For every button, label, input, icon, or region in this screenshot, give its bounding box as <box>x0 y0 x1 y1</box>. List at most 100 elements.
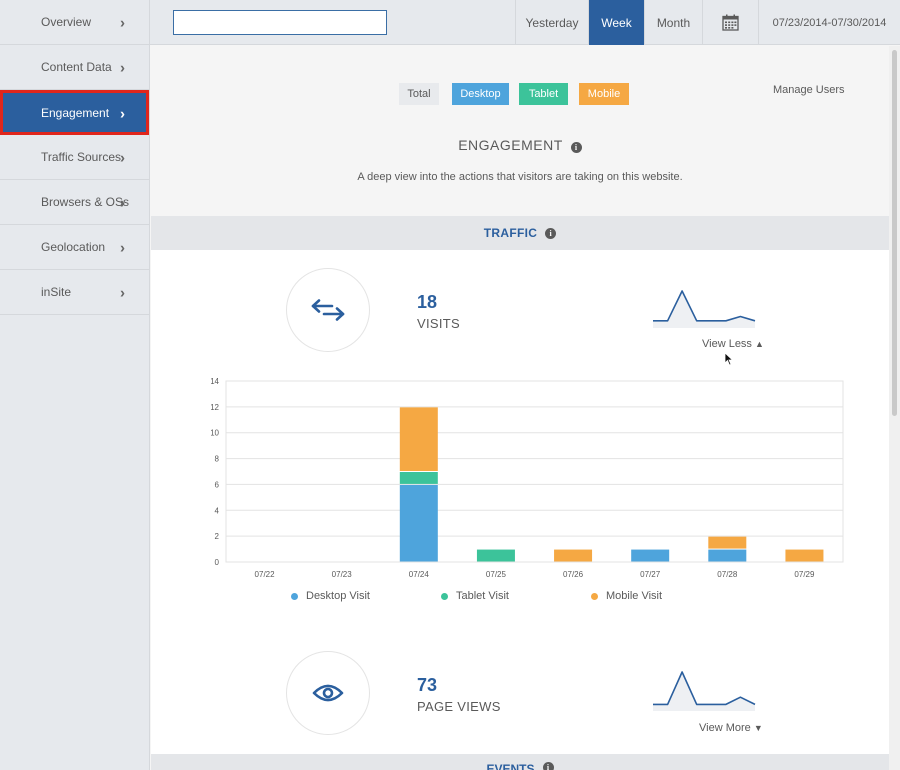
chevron-right-icon: › <box>120 284 125 302</box>
bar-segment-desktop-visit[interactable] <box>631 549 670 562</box>
filter-mobile[interactable]: Mobile <box>579 83 629 105</box>
chevron-down-icon: ▼ <box>753 723 763 733</box>
y-tick-label: 2 <box>215 532 220 541</box>
filter-tablet[interactable]: Tablet <box>519 83 568 105</box>
bar-segment-desktop-visit[interactable] <box>708 549 747 562</box>
sidebar-item-label: Geolocation <box>41 240 106 254</box>
view-less-label: View Less <box>702 338 752 350</box>
sidebar: Overview › Content Data › Engagement › Traf… <box>0 0 150 770</box>
events-title: EVENTS <box>486 762 535 770</box>
sidebar-item-label: inSite <box>41 285 72 299</box>
manage-users-link[interactable]: Manage Users <box>773 84 845 96</box>
bar-segment-tablet-visit[interactable] <box>399 472 438 484</box>
tab-week[interactable]: Week <box>588 0 644 45</box>
pageviews-label: PAGE VIEWS <box>417 699 501 714</box>
view-less-button[interactable]: View Less ▲ <box>702 338 764 350</box>
bar-segment-mobile-visit[interactable] <box>785 549 824 562</box>
sidebar-item-label: Overview <box>41 15 92 29</box>
legend-label: Tablet Visit <box>456 590 509 602</box>
sparkline-line <box>653 290 756 322</box>
bar-segment-tablet-visit[interactable] <box>476 549 515 562</box>
view-more-button[interactable]: View More ▼ <box>699 722 763 734</box>
view-more-label: View More <box>699 722 751 734</box>
sparkline-area <box>653 291 755 328</box>
section-title: ENGAGEMENT i <box>151 137 889 153</box>
visits-label: VISITS <box>417 316 460 331</box>
visits-value: 18 <box>417 292 438 312</box>
visits-sparkline <box>653 290 756 328</box>
sidebar-item-overview[interactable]: Overview › <box>0 0 149 45</box>
sidebar-item-label: Browsers & OSs <box>41 195 130 209</box>
x-tick-label: 07/25 <box>486 570 507 579</box>
calendar-button[interactable] <box>702 0 758 45</box>
filter-total[interactable]: Total <box>399 83 439 105</box>
bar-segment-mobile-visit[interactable] <box>708 536 747 549</box>
x-tick-label: 07/29 <box>794 570 815 579</box>
search-input[interactable] <box>173 10 387 35</box>
events-header: EVENTS i <box>151 754 889 770</box>
legend-tablet: Tablet Visit <box>441 590 509 602</box>
sidebar-item-label: Traffic Sources <box>41 150 122 164</box>
x-tick-label: 07/23 <box>332 570 353 579</box>
y-tick-label: 14 <box>211 377 220 386</box>
sidebar-item-traffic-sources[interactable]: Traffic Sources › <box>0 135 149 180</box>
x-tick-label: 07/26 <box>563 570 584 579</box>
y-tick-label: 0 <box>215 558 220 567</box>
arrows-left-right-icon <box>311 299 345 321</box>
scrollbar-thumb[interactable] <box>892 50 897 416</box>
info-icon[interactable]: i <box>545 227 557 239</box>
legend-label: Desktop Visit <box>306 590 370 602</box>
sidebar-item-browsers-oss[interactable]: Browsers & OSs › <box>0 180 149 225</box>
sidebar-item-engagement[interactable]: Engagement › <box>0 90 149 135</box>
chevron-right-icon: › <box>120 14 125 32</box>
x-tick-label: 07/22 <box>255 570 276 579</box>
sparkline-line <box>653 671 756 706</box>
chevron-right-icon: › <box>120 104 125 122</box>
pageviews-icon-circle <box>286 651 370 735</box>
y-tick-label: 10 <box>211 429 220 438</box>
tab-month[interactable]: Month <box>644 0 702 45</box>
sidebar-item-label: Engagement <box>41 105 110 120</box>
mouse-cursor-icon <box>724 352 734 366</box>
legend-desktop: Desktop Visit <box>291 590 370 602</box>
section-description: A deep view into the actions that visito… <box>357 171 683 183</box>
legend-dot <box>441 592 448 600</box>
filter-desktop[interactable]: Desktop <box>452 83 509 105</box>
y-tick-label: 4 <box>215 506 220 515</box>
plot-frame <box>225 380 844 563</box>
bar-segment-desktop-visit[interactable] <box>399 484 438 562</box>
legend-dot <box>591 592 598 600</box>
legend-mobile: Mobile Visit <box>591 590 662 602</box>
x-tick-label: 07/24 <box>409 570 430 579</box>
tab-yesterday[interactable]: Yesterday <box>515 0 588 45</box>
calendar-icon <box>722 14 739 31</box>
legend-dot <box>291 592 298 600</box>
legend-label: Mobile Visit <box>606 590 663 602</box>
pageviews-value: 73 <box>417 675 438 695</box>
bar-segment-mobile-visit[interactable] <box>554 549 593 562</box>
visits-card: 18 VISITS View Less ▲ 0 2 4 6 8 10 12 14 07/22 07… <box>151 250 889 633</box>
visits-icon-circle <box>286 268 370 352</box>
sidebar-item-geolocation[interactable]: Geolocation › <box>0 225 149 270</box>
section-title-text: ENGAGEMENT <box>458 137 563 153</box>
info-icon[interactable]: i <box>570 142 582 153</box>
y-tick-label: 8 <box>215 455 220 464</box>
bar-segment-mobile-visit[interactable] <box>399 407 438 471</box>
traffic-header: TRAFFIC i <box>151 216 889 250</box>
info-icon[interactable]: i <box>542 762 554 770</box>
x-tick-label: 07/27 <box>640 570 661 579</box>
y-tick-label: 6 <box>215 480 220 489</box>
chevron-right-icon: › <box>120 239 125 257</box>
traffic-title: TRAFFIC <box>483 226 538 240</box>
sidebar-item-insite[interactable]: inSite › <box>0 270 149 315</box>
date-range[interactable]: 07/23/2014-07/30/2014 <box>758 0 900 45</box>
chevron-right-icon: › <box>120 59 125 77</box>
visits-stacked-bar-chart: 0 2 4 6 8 10 12 14 07/22 07/23 07/24 07/25 07/26 07/2… <box>211 377 844 579</box>
chevron-right-icon: › <box>120 149 125 167</box>
sidebar-item-content-data[interactable]: Content Data › <box>0 45 149 90</box>
top-bar: Yesterday Week Month 07/23/2014-07/30/20… <box>150 0 900 45</box>
pageviews-sparkline <box>653 671 756 711</box>
pageviews-card: 73 PAGE VIEWS View More ▼ <box>151 633 889 754</box>
chevron-right-icon: › <box>120 194 125 212</box>
x-tick-label: 07/28 <box>717 570 738 579</box>
